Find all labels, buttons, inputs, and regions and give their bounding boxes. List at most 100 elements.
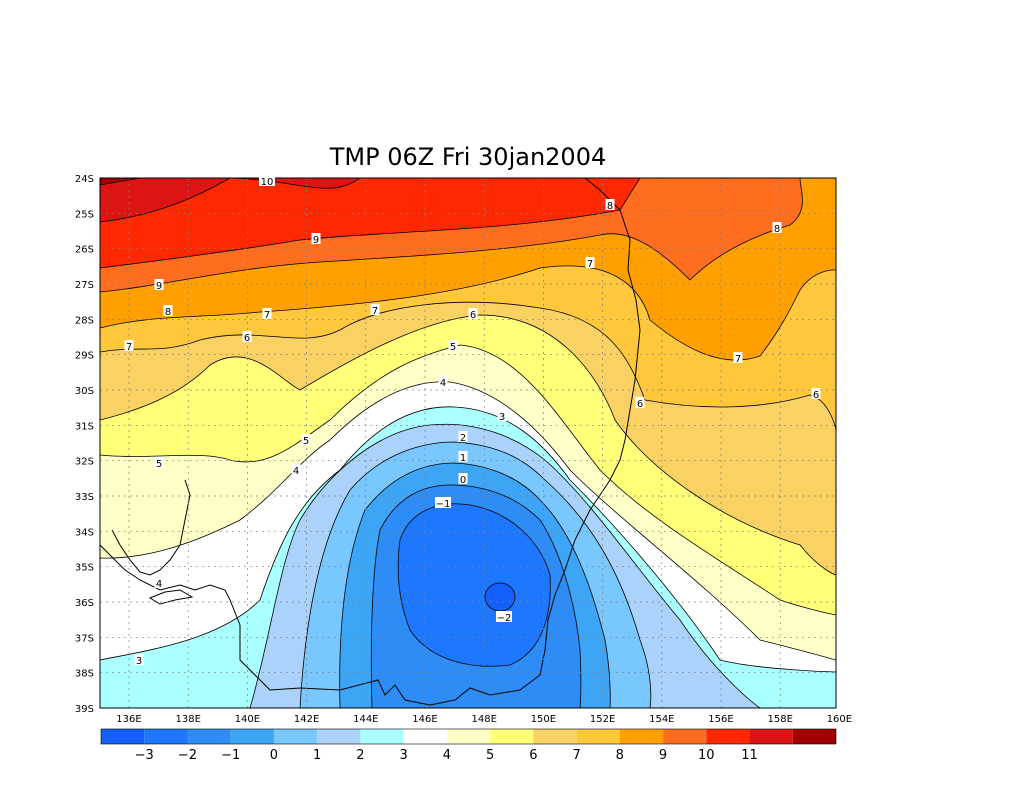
contour-label: 10 bbox=[261, 177, 274, 188]
map-frame bbox=[99, 177, 837, 709]
lat-tick-label: 34S bbox=[75, 527, 94, 538]
coastline bbox=[100, 178, 641, 706]
colorbar-swatch bbox=[619, 729, 664, 744]
colorbar-swatch bbox=[490, 729, 534, 744]
colorbar-label: 3 bbox=[400, 748, 408, 763]
contour-label: 5 bbox=[450, 342, 456, 353]
latitude-axis: 24S 25S 26S 27S 28S 29S 30S 31S 32S 33S 34S 35S 36S 3… bbox=[75, 174, 94, 715]
colorbar-swatch bbox=[187, 729, 231, 744]
contour-label-bg bbox=[435, 497, 451, 508]
contour-label-bg bbox=[448, 340, 458, 351]
colorbar-label: 7 bbox=[572, 748, 580, 763]
colorbar-swatch bbox=[576, 729, 620, 744]
colorbar-label: −2 bbox=[178, 748, 197, 763]
colorbar-label: 1 bbox=[313, 748, 321, 763]
colorbar-label: 5 bbox=[486, 748, 494, 763]
contour-label: 9 bbox=[156, 281, 162, 292]
lon-tick-label: 142E bbox=[294, 714, 319, 725]
lat-tick-label: 30S bbox=[75, 386, 94, 397]
colorbar-frame bbox=[100, 728, 837, 745]
colorbar-label: −1 bbox=[221, 748, 240, 763]
contour-label: 6 bbox=[813, 390, 819, 401]
contour-label: 4 bbox=[156, 579, 162, 590]
contour-label-bg bbox=[733, 352, 743, 363]
colorbar-swatch bbox=[792, 729, 836, 744]
lat-tick-label: 38S bbox=[75, 669, 94, 680]
contour-label-bg bbox=[458, 451, 468, 462]
contour-label-bg bbox=[291, 464, 301, 475]
contour-label: 0 bbox=[460, 475, 466, 486]
colorbar-swatch bbox=[403, 729, 447, 744]
lat-tick-label: 27S bbox=[75, 280, 94, 291]
contour-label-bg bbox=[370, 304, 380, 315]
temperature-fill-bands bbox=[100, 178, 836, 708]
colorbar-label: 9 bbox=[659, 748, 667, 763]
lon-tick-label: 136E bbox=[116, 714, 141, 725]
lat-tick-label: 26S bbox=[75, 245, 94, 256]
lat-tick-label: 32S bbox=[75, 457, 94, 468]
contour-label-bg bbox=[259, 175, 275, 186]
contour-label-bg bbox=[163, 305, 173, 316]
colorbar-label: 4 bbox=[443, 748, 451, 763]
colorbar-swatch bbox=[663, 729, 707, 744]
contour-label-bg bbox=[468, 308, 478, 319]
contour-label-bg bbox=[242, 331, 252, 342]
lon-tick-label: 140E bbox=[235, 714, 260, 725]
band-minus4 bbox=[397, 503, 551, 667]
colorbar-swatch bbox=[230, 729, 274, 744]
contour-label: −1 bbox=[436, 499, 451, 510]
contour-label: 5 bbox=[156, 459, 162, 470]
lon-tick-label: 154E bbox=[649, 714, 674, 725]
map-title: TMP 06Z Fri 30jan2004 bbox=[329, 143, 607, 171]
contour-label-bg bbox=[772, 222, 782, 233]
lat-tick-label: 36S bbox=[75, 598, 94, 609]
colorbar-swatch bbox=[360, 729, 404, 744]
contour-label: 7 bbox=[587, 259, 593, 270]
contour-label: 3 bbox=[499, 412, 505, 423]
lat-tick-label: 33S bbox=[75, 492, 94, 503]
contour-label-bg bbox=[311, 233, 321, 244]
colorbar-label: 0 bbox=[270, 748, 278, 763]
colorbar-label: 11 bbox=[741, 748, 758, 763]
lat-tick-label: 35S bbox=[75, 563, 94, 574]
colorbar-label: 10 bbox=[698, 748, 715, 763]
contour-label: 7 bbox=[264, 310, 270, 321]
colorbar-swatch bbox=[446, 729, 491, 744]
contour-label: 6 bbox=[244, 333, 250, 344]
contour-label-bg bbox=[262, 308, 272, 319]
contour-label: 2 bbox=[460, 433, 466, 444]
contour-label-bg bbox=[124, 340, 134, 351]
contour-label-bg bbox=[154, 457, 164, 468]
lat-tick-label: 39S bbox=[75, 704, 94, 715]
colorbar-swatch bbox=[706, 729, 750, 744]
map-area bbox=[100, 178, 836, 708]
lon-tick-label: 160E bbox=[827, 714, 852, 725]
lon-tick-label: 150E bbox=[531, 714, 556, 725]
lon-tick-label: 146E bbox=[412, 714, 437, 725]
lon-tick-label: 144E bbox=[353, 714, 378, 725]
lat-lon-grid bbox=[100, 178, 836, 708]
contour-label-bg bbox=[154, 279, 164, 290]
contour-label: 9 bbox=[313, 235, 319, 246]
contour-label-bg bbox=[438, 376, 448, 387]
contour-label: 6 bbox=[637, 399, 643, 410]
lat-tick-label: 25S bbox=[75, 209, 94, 220]
lon-tick-label: 156E bbox=[708, 714, 733, 725]
contour-label: 7 bbox=[372, 306, 378, 317]
colorbar-swatch bbox=[749, 729, 793, 744]
lon-tick-label: 138E bbox=[175, 714, 200, 725]
band-minus5 bbox=[484, 582, 516, 612]
contour-label-bg bbox=[811, 388, 821, 399]
contour-label: 1 bbox=[460, 453, 466, 464]
colorbar-label: 2 bbox=[356, 748, 364, 763]
contour-label: 4 bbox=[440, 378, 446, 389]
contour-label-bg bbox=[496, 611, 512, 622]
contour-label: 6 bbox=[470, 310, 476, 321]
contour-label-bg bbox=[301, 434, 311, 445]
lat-tick-label: 24S bbox=[75, 174, 94, 185]
contour-label: 5 bbox=[303, 436, 309, 447]
contour-label: −2 bbox=[497, 613, 512, 624]
contour-label-bg bbox=[134, 654, 144, 665]
